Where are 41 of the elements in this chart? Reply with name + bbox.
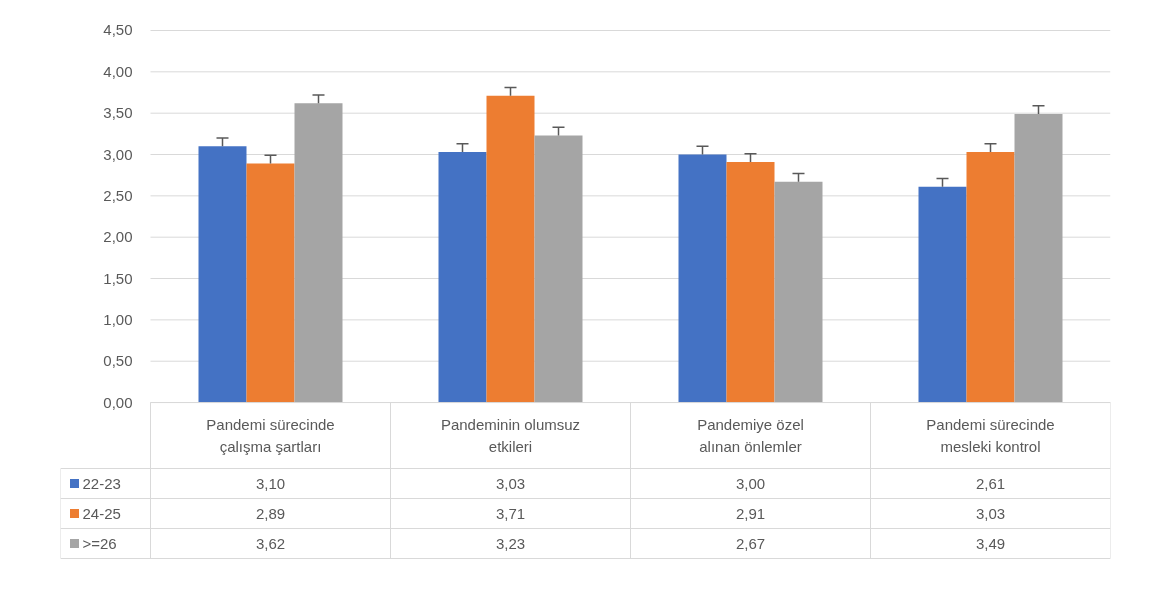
data-label: 2,67 [735,534,766,552]
y-tick-label: 2,50 [103,186,133,204]
x-tick-label: Pandemi sürecinde mesleki kontrol [926,415,1055,456]
y-tick-label: 3,00 [103,145,133,163]
data-label: 3,00 [735,474,766,492]
bar [294,103,343,403]
bar [678,154,727,403]
legend-label: 22-23 [82,474,121,492]
data-label: 3,71 [495,504,526,522]
data-label: 2,91 [735,504,766,522]
data-label: 3,03 [975,504,1006,522]
bar [198,146,247,403]
bar [774,181,823,403]
legend-label: >=26 [82,535,117,552]
bar [534,135,583,403]
bar [918,186,967,403]
data-label: 3,49 [975,534,1006,552]
bar [438,152,487,403]
y-tick-label: 3,50 [103,104,133,122]
y-tick-label: 4,50 [103,21,133,39]
x-tick-label: Pandemi sürecinde çalışma şartları [206,415,335,456]
data-label: 3,10 [255,474,286,492]
data-label: 3,23 [495,534,526,552]
data-label: 2,89 [255,504,286,522]
data-label: 3,03 [495,474,526,492]
y-tick-label: 1,50 [103,269,133,287]
bar [726,161,775,403]
legend-label: 24-25 [82,504,121,522]
x-tick-label: Pandeminin olumsuz etkileri [440,415,581,456]
data-label: 3,62 [255,534,286,552]
bar [966,152,1015,403]
x-tick-label: Pandemiye özel alınan önlemler [697,415,804,456]
bar [246,163,295,403]
bar [486,95,535,403]
bar [1014,114,1063,403]
y-tick-label: 1,00 [103,310,133,328]
y-tick-label: 2,00 [103,228,133,246]
y-tick-label: 4,00 [103,62,133,80]
y-tick-label: 0,50 [103,352,133,370]
data-label: 2,61 [975,474,1006,492]
y-tick-label: 0,00 [103,393,133,411]
